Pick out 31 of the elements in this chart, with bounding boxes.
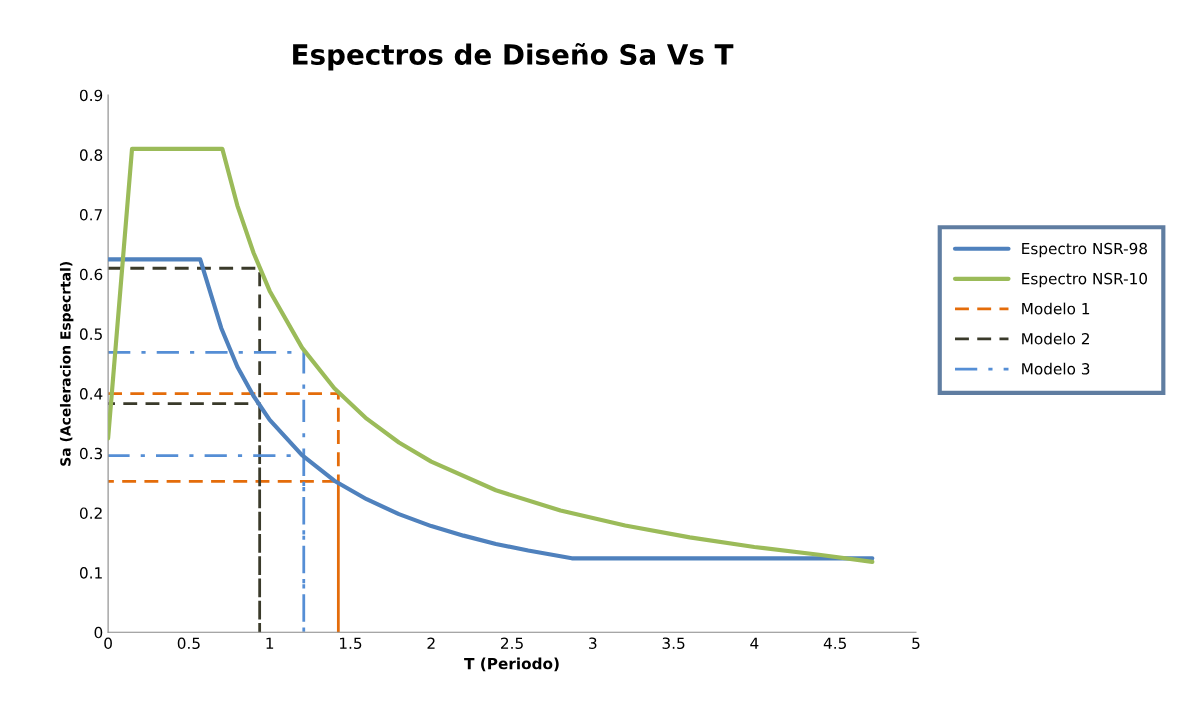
y-tick-label: 0.1 [79, 567, 102, 579]
x-tick-label: 0 [104, 637, 112, 649]
x-tick-label: 1.5 [339, 637, 362, 649]
x-tick-label: 3 [589, 637, 597, 649]
y-tick-label: 0.8 [79, 149, 103, 161]
x-tick-label: 2 [427, 637, 435, 649]
y-tick-label: 0.6 [79, 268, 103, 281]
x-tick-label: 4.5 [823, 637, 846, 649]
legend-label: Modelo 2 [1022, 332, 1089, 345]
y-tick-label: 0.5 [79, 328, 102, 340]
y-tick-label: 0 [94, 626, 103, 639]
x-tick-label: 1 [266, 637, 274, 649]
y-tick-label: 0.9 [79, 89, 103, 102]
line-series [108, 146, 875, 564]
line-series [108, 257, 875, 561]
y-tick-label: 0.3 [79, 447, 103, 460]
legend-label: Espectro NSR-10 [1022, 272, 1148, 288]
x-tick-label: 0.5 [177, 637, 200, 649]
x-tick-label: 2.5 [501, 637, 523, 649]
x-tick-label: 3.5 [662, 637, 685, 649]
y-tick-label: 0.4 [79, 388, 103, 400]
y-tick-label: 0.2 [79, 507, 102, 519]
y-axis-title: Sa (Aceleracion Especrtal) [59, 261, 74, 466]
x-axis-title: T (Periodo) [464, 657, 559, 672]
x-tick-label: 5 [912, 637, 920, 649]
legend-label: Espectro NSR-98 [1022, 242, 1147, 258]
legend-label: Modelo 3 [1022, 362, 1090, 375]
y-tick-label: 0.7 [79, 209, 102, 221]
x-tick-label: 4 [750, 637, 759, 649]
chart-title: Espectros de Diseño Sa Vs T [293, 43, 734, 71]
legend-label: Modelo 1 [1022, 302, 1090, 315]
